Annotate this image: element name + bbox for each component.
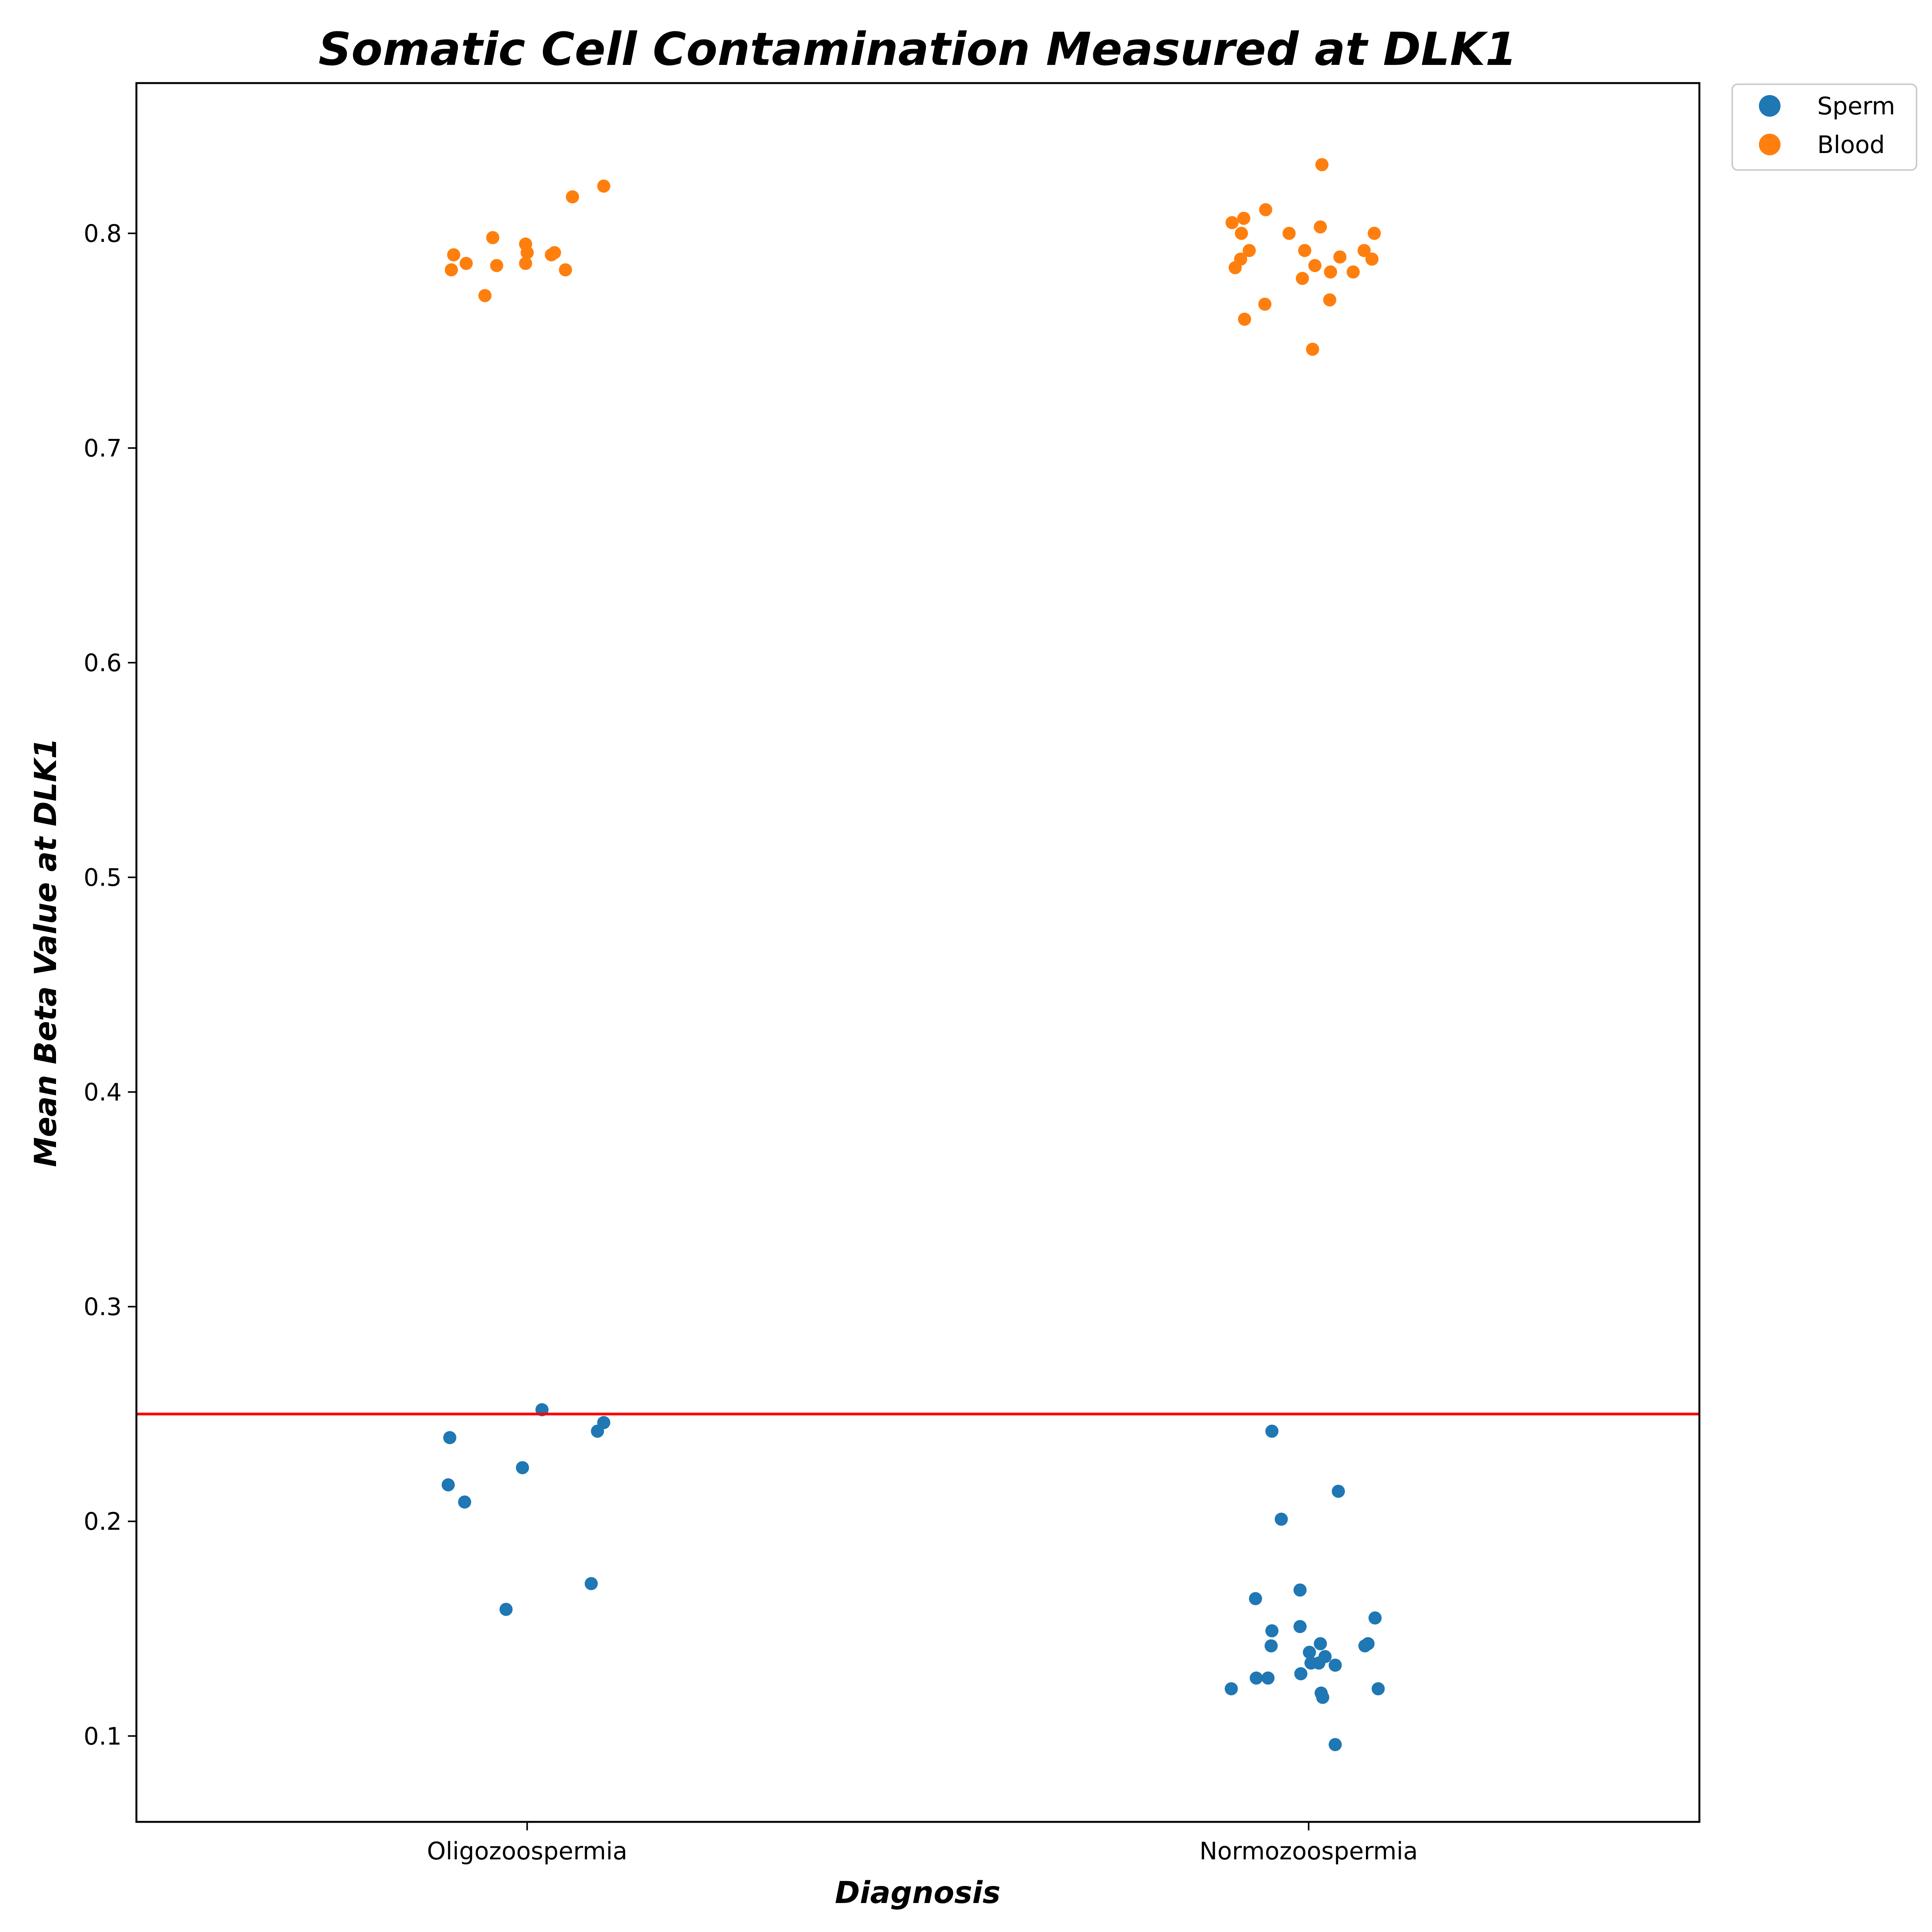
y-tick-label: 0.2 — [83, 1507, 122, 1536]
data-point-blood — [520, 246, 534, 259]
axes-frame — [135, 82, 1701, 1823]
data-point-sperm — [1303, 1646, 1316, 1659]
legend-marker-blood — [1759, 134, 1781, 155]
chart-title: Somatic Cell Contamination Measured at D… — [318, 22, 1517, 76]
data-point-sperm — [1371, 1682, 1385, 1696]
data-point-sperm — [441, 1478, 455, 1492]
data-point-sperm — [516, 1461, 529, 1475]
data-point-sperm — [443, 1431, 457, 1444]
y-tick-label: 0.8 — [83, 219, 122, 248]
data-point-blood — [459, 257, 473, 270]
data-point-blood — [1282, 226, 1296, 240]
data-point-sperm — [1312, 1656, 1326, 1670]
y-tick-label: 0.3 — [83, 1293, 122, 1321]
data-point-blood — [1243, 244, 1256, 257]
y-tick-label: 0.4 — [83, 1078, 122, 1106]
data-point-blood — [597, 179, 611, 193]
x-axis-label: Diagnosis — [835, 1876, 1001, 1910]
data-point-blood — [1367, 226, 1381, 240]
data-point-blood — [1235, 226, 1248, 240]
data-point-blood — [1225, 216, 1239, 230]
data-point-sperm — [1316, 1690, 1330, 1704]
data-point-blood — [478, 289, 492, 302]
data-point-sperm — [1264, 1639, 1278, 1653]
data-point-blood — [486, 231, 500, 244]
data-point-blood — [1258, 298, 1272, 311]
data-point-blood — [1324, 265, 1337, 279]
plot-area — [135, 82, 1701, 1823]
axes-background — [136, 83, 1699, 1822]
data-point-blood — [445, 263, 458, 277]
data-point-blood — [1296, 272, 1309, 285]
data-point-blood — [1347, 265, 1360, 279]
data-point-blood — [1365, 252, 1379, 266]
data-point-sperm — [585, 1577, 598, 1590]
y-tick-label: 0.1 — [83, 1722, 122, 1750]
data-point-sperm — [1265, 1624, 1279, 1638]
data-point-blood — [447, 248, 461, 262]
x-tick-label-oligozoospermia: Oligozoospermia — [427, 1837, 628, 1865]
data-point-blood — [1306, 342, 1319, 356]
data-point-sperm — [1265, 1424, 1279, 1438]
data-point-blood — [1315, 158, 1329, 172]
data-point-blood — [1333, 250, 1347, 264]
data-point-sperm — [1332, 1485, 1345, 1498]
data-point-sperm — [1328, 1658, 1342, 1672]
data-point-blood — [1237, 212, 1250, 225]
data-point-sperm — [1294, 1667, 1308, 1680]
data-point-blood — [1314, 220, 1327, 234]
y-tick-label: 0.7 — [83, 434, 122, 462]
data-point-sperm — [1249, 1592, 1262, 1605]
y-tick-label: 0.5 — [83, 864, 122, 892]
data-point-sperm — [1274, 1512, 1288, 1526]
data-point-sperm — [1314, 1637, 1327, 1650]
legend-marker-sperm — [1759, 95, 1781, 117]
data-point-blood — [1308, 259, 1321, 272]
data-point-sperm — [1361, 1637, 1375, 1650]
y-axis-label: Mean Beta Value at DLK1 — [29, 738, 63, 1167]
data-point-sperm — [458, 1495, 471, 1509]
data-point-sperm — [1328, 1738, 1342, 1751]
data-point-blood — [566, 190, 579, 204]
data-point-sperm — [597, 1416, 611, 1429]
legend-label-sperm: Sperm — [1817, 92, 1895, 120]
data-point-blood — [1228, 261, 1242, 274]
data-point-blood — [1298, 244, 1311, 257]
data-point-sperm — [1261, 1671, 1275, 1685]
data-point-sperm — [1368, 1611, 1382, 1625]
data-point-blood — [559, 263, 572, 277]
data-point-blood — [1357, 244, 1371, 257]
data-point-sperm — [1250, 1671, 1263, 1685]
data-point-blood — [519, 257, 532, 270]
x-tick-label-normozoospermia: Normozoospermia — [1199, 1837, 1418, 1865]
data-point-blood — [1323, 293, 1337, 307]
data-point-blood — [490, 259, 503, 272]
legend: Sperm Blood — [1731, 83, 1917, 171]
data-point-sperm — [1225, 1682, 1238, 1696]
data-point-sperm — [1293, 1583, 1307, 1597]
data-point-sperm — [1293, 1620, 1307, 1633]
data-point-sperm — [499, 1603, 513, 1616]
legend-label-blood: Blood — [1817, 131, 1885, 159]
data-point-blood — [1259, 203, 1272, 216]
y-axis: 0.1 0.2 0.3 0.4 0.5 0.6 0.7 0.8 — [83, 219, 136, 1750]
y-tick-label: 0.6 — [83, 649, 122, 677]
data-point-blood — [1238, 313, 1251, 326]
data-point-blood — [548, 246, 561, 259]
x-axis: Oligozoospermia Normozoospermia — [427, 1822, 1418, 1865]
